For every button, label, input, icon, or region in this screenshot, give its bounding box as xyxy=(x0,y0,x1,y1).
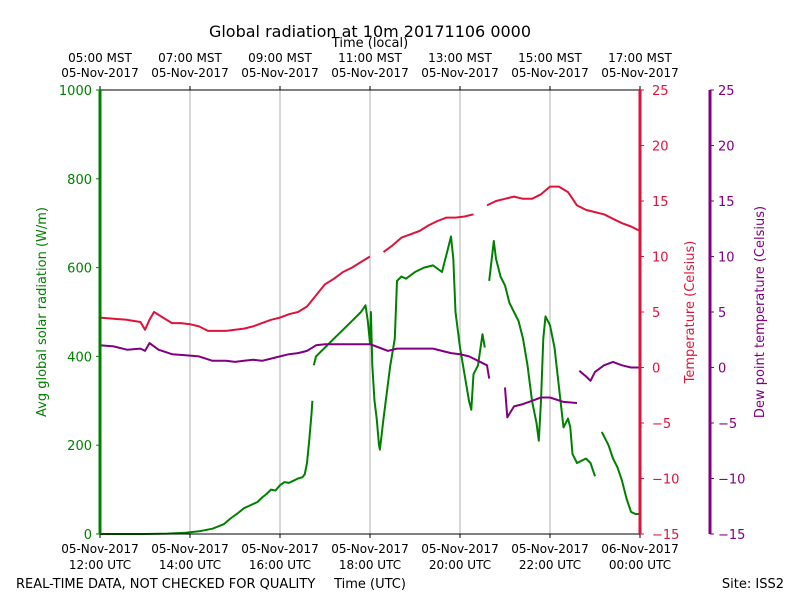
dewpoint-tick-label: 15 xyxy=(718,195,735,210)
dewpoint-tick-label: −15 xyxy=(718,528,745,543)
temperature-series-line xyxy=(99,255,371,332)
top-tick-label: 05-Nov-2017 xyxy=(331,66,409,80)
temperature-tick-label: 20 xyxy=(652,140,669,155)
dew-point-temperature-series-line xyxy=(99,342,491,379)
bottom-tick-label: 14:00 UTC xyxy=(159,558,221,572)
left-axis-label: Avg global solar radiation (W/m) xyxy=(35,207,50,417)
temperature-tick-label: 5 xyxy=(652,306,660,321)
top-tick-label: 05-Nov-2017 xyxy=(421,66,499,80)
dewpoint-tick-label: 5 xyxy=(718,306,726,321)
bottom-tick-label: 05-Nov-2017 xyxy=(421,542,499,556)
radiation-tick-label: 800 xyxy=(67,173,92,188)
series-layer xyxy=(99,185,641,535)
top-tick-label: 09:00 MST xyxy=(248,51,312,65)
dewpoint-tick-label: 0 xyxy=(718,362,726,377)
footer-site-label: Site: ISS2 xyxy=(722,577,784,592)
dewpoint-tick-label: −5 xyxy=(718,417,737,432)
bottom-tick-label: 12:00 UTC xyxy=(69,558,131,572)
top-tick-label: 05:00 MST xyxy=(68,51,132,65)
top-axis-label: Time (local) xyxy=(331,36,408,51)
radiation-tick-label: 1000 xyxy=(59,84,92,99)
avg-global-solar-radiation-series-line xyxy=(100,400,314,535)
top-tick-label: 05-Nov-2017 xyxy=(241,66,319,80)
top-tick-label: 11:00 MST xyxy=(338,51,402,65)
radiation-tick-label: 600 xyxy=(67,262,92,277)
bottom-tick-label: 20:00 UTC xyxy=(429,558,491,572)
bottom-tick-label: 05-Nov-2017 xyxy=(61,542,139,556)
avg-global-solar-radiation-series-line xyxy=(600,431,640,515)
dewpoint-axis-label: Dew point temperature (Celsius) xyxy=(753,206,768,418)
avg-global-solar-radiation-series-line xyxy=(312,235,486,451)
axes-layer: 05-Nov-2017 12:00 UTC 05-Nov-2017 14:00 UTC… xyxy=(59,51,746,572)
temperature-tick-label: −10 xyxy=(652,473,679,488)
temperature-tick-label: 10 xyxy=(652,251,669,266)
dewpoint-tick-label: −10 xyxy=(718,473,745,488)
top-tick-label: 13:00 MST xyxy=(428,51,492,65)
bottom-tick-label: 06-Nov-2017 xyxy=(601,542,679,556)
top-tick-label: 15:00 MST xyxy=(518,51,582,65)
temperature-series-line xyxy=(486,185,641,232)
bottom-tick-label: 05-Nov-2017 xyxy=(241,542,319,556)
dewpoint-tick-label: 10 xyxy=(718,251,735,266)
chart-title: Global radiation at 10m 20171106 0000 xyxy=(209,22,531,41)
footer-left-note: REAL-TIME DATA, NOT CHECKED FOR QUALITY xyxy=(16,577,315,592)
bottom-tick-label: 18:00 UTC xyxy=(339,558,401,572)
top-tick-label: 17:00 MST xyxy=(608,51,672,65)
bottom-tick-label: 16:00 UTC xyxy=(249,558,311,572)
bottom-tick-label: 05-Nov-2017 xyxy=(511,542,589,556)
x-axis-label: Time (UTC) xyxy=(333,577,406,592)
top-tick-label: 05-Nov-2017 xyxy=(151,66,229,80)
temperature-tick-label: 15 xyxy=(652,195,669,210)
bottom-tick-label: 22:00 UTC xyxy=(519,558,581,572)
top-tick-label: 05-Nov-2017 xyxy=(601,66,679,80)
bottom-tick-label: 05-Nov-2017 xyxy=(331,542,409,556)
dewpoint-tick-label: 20 xyxy=(718,140,735,155)
top-tick-label: 05-Nov-2017 xyxy=(511,66,589,80)
dewpoint-tick-label: 25 xyxy=(718,84,735,99)
avg-global-solar-radiation-series-line xyxy=(488,240,596,477)
bottom-tick-label: 05-Nov-2017 xyxy=(151,542,229,556)
dew-point-temperature-series-line xyxy=(504,387,578,419)
bottom-tick-label: 00:00 UTC xyxy=(609,558,671,572)
temperature-axis-label: Temperature (Celsius) xyxy=(683,241,698,385)
temperature-tick-label: −5 xyxy=(652,417,671,432)
radiation-tick-label: 400 xyxy=(67,350,92,365)
temperature-tick-label: −15 xyxy=(652,528,679,543)
top-tick-label: 05-Nov-2017 xyxy=(61,66,139,80)
top-tick-label: 07:00 MST xyxy=(158,51,222,65)
temperature-series-line xyxy=(382,213,474,253)
radiation-tick-label: 0 xyxy=(84,528,92,543)
dew-point-temperature-series-line xyxy=(578,360,640,382)
temperature-tick-label: 0 xyxy=(652,362,660,377)
temperature-tick-label: 25 xyxy=(652,84,669,99)
radiation-tick-label: 200 xyxy=(67,439,92,454)
